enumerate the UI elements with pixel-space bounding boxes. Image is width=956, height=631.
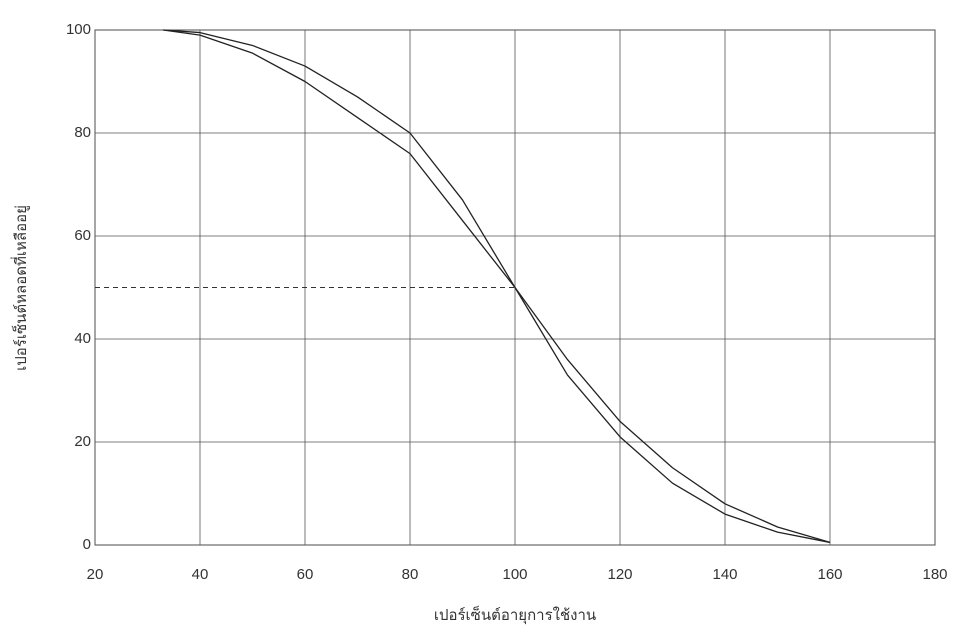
y-tick-label: 100 <box>66 21 91 38</box>
y-tick-label: 40 <box>74 330 91 347</box>
y-axis-label: เปอร์เซ็นต์หลอดที่เหลืออยู่ <box>10 205 30 371</box>
chart: เปอร์เซ็นต์อายุการใช้งาน เปอร์เซ็นต์หลอด… <box>0 0 956 631</box>
x-axis-label: เปอร์เซ็นต์อายุการใช้งาน <box>434 605 596 625</box>
x-tick-label: 20 <box>87 566 104 583</box>
x-tick-label: 100 <box>502 566 527 583</box>
x-tick-label: 40 <box>192 566 209 583</box>
x-tick-label: 160 <box>817 566 842 583</box>
x-tick-label: 140 <box>712 566 737 583</box>
y-tick-label: 60 <box>74 227 91 244</box>
x-tick-label: 120 <box>607 566 632 583</box>
x-tick-label: 60 <box>297 566 314 583</box>
y-tick-label: 20 <box>74 433 91 450</box>
x-tick-label: 80 <box>402 566 419 583</box>
y-tick-label: 0 <box>83 536 91 553</box>
curve <box>163 30 830 542</box>
y-tick-label: 80 <box>74 124 91 141</box>
x-tick-label: 180 <box>922 566 947 583</box>
curve <box>163 30 830 542</box>
